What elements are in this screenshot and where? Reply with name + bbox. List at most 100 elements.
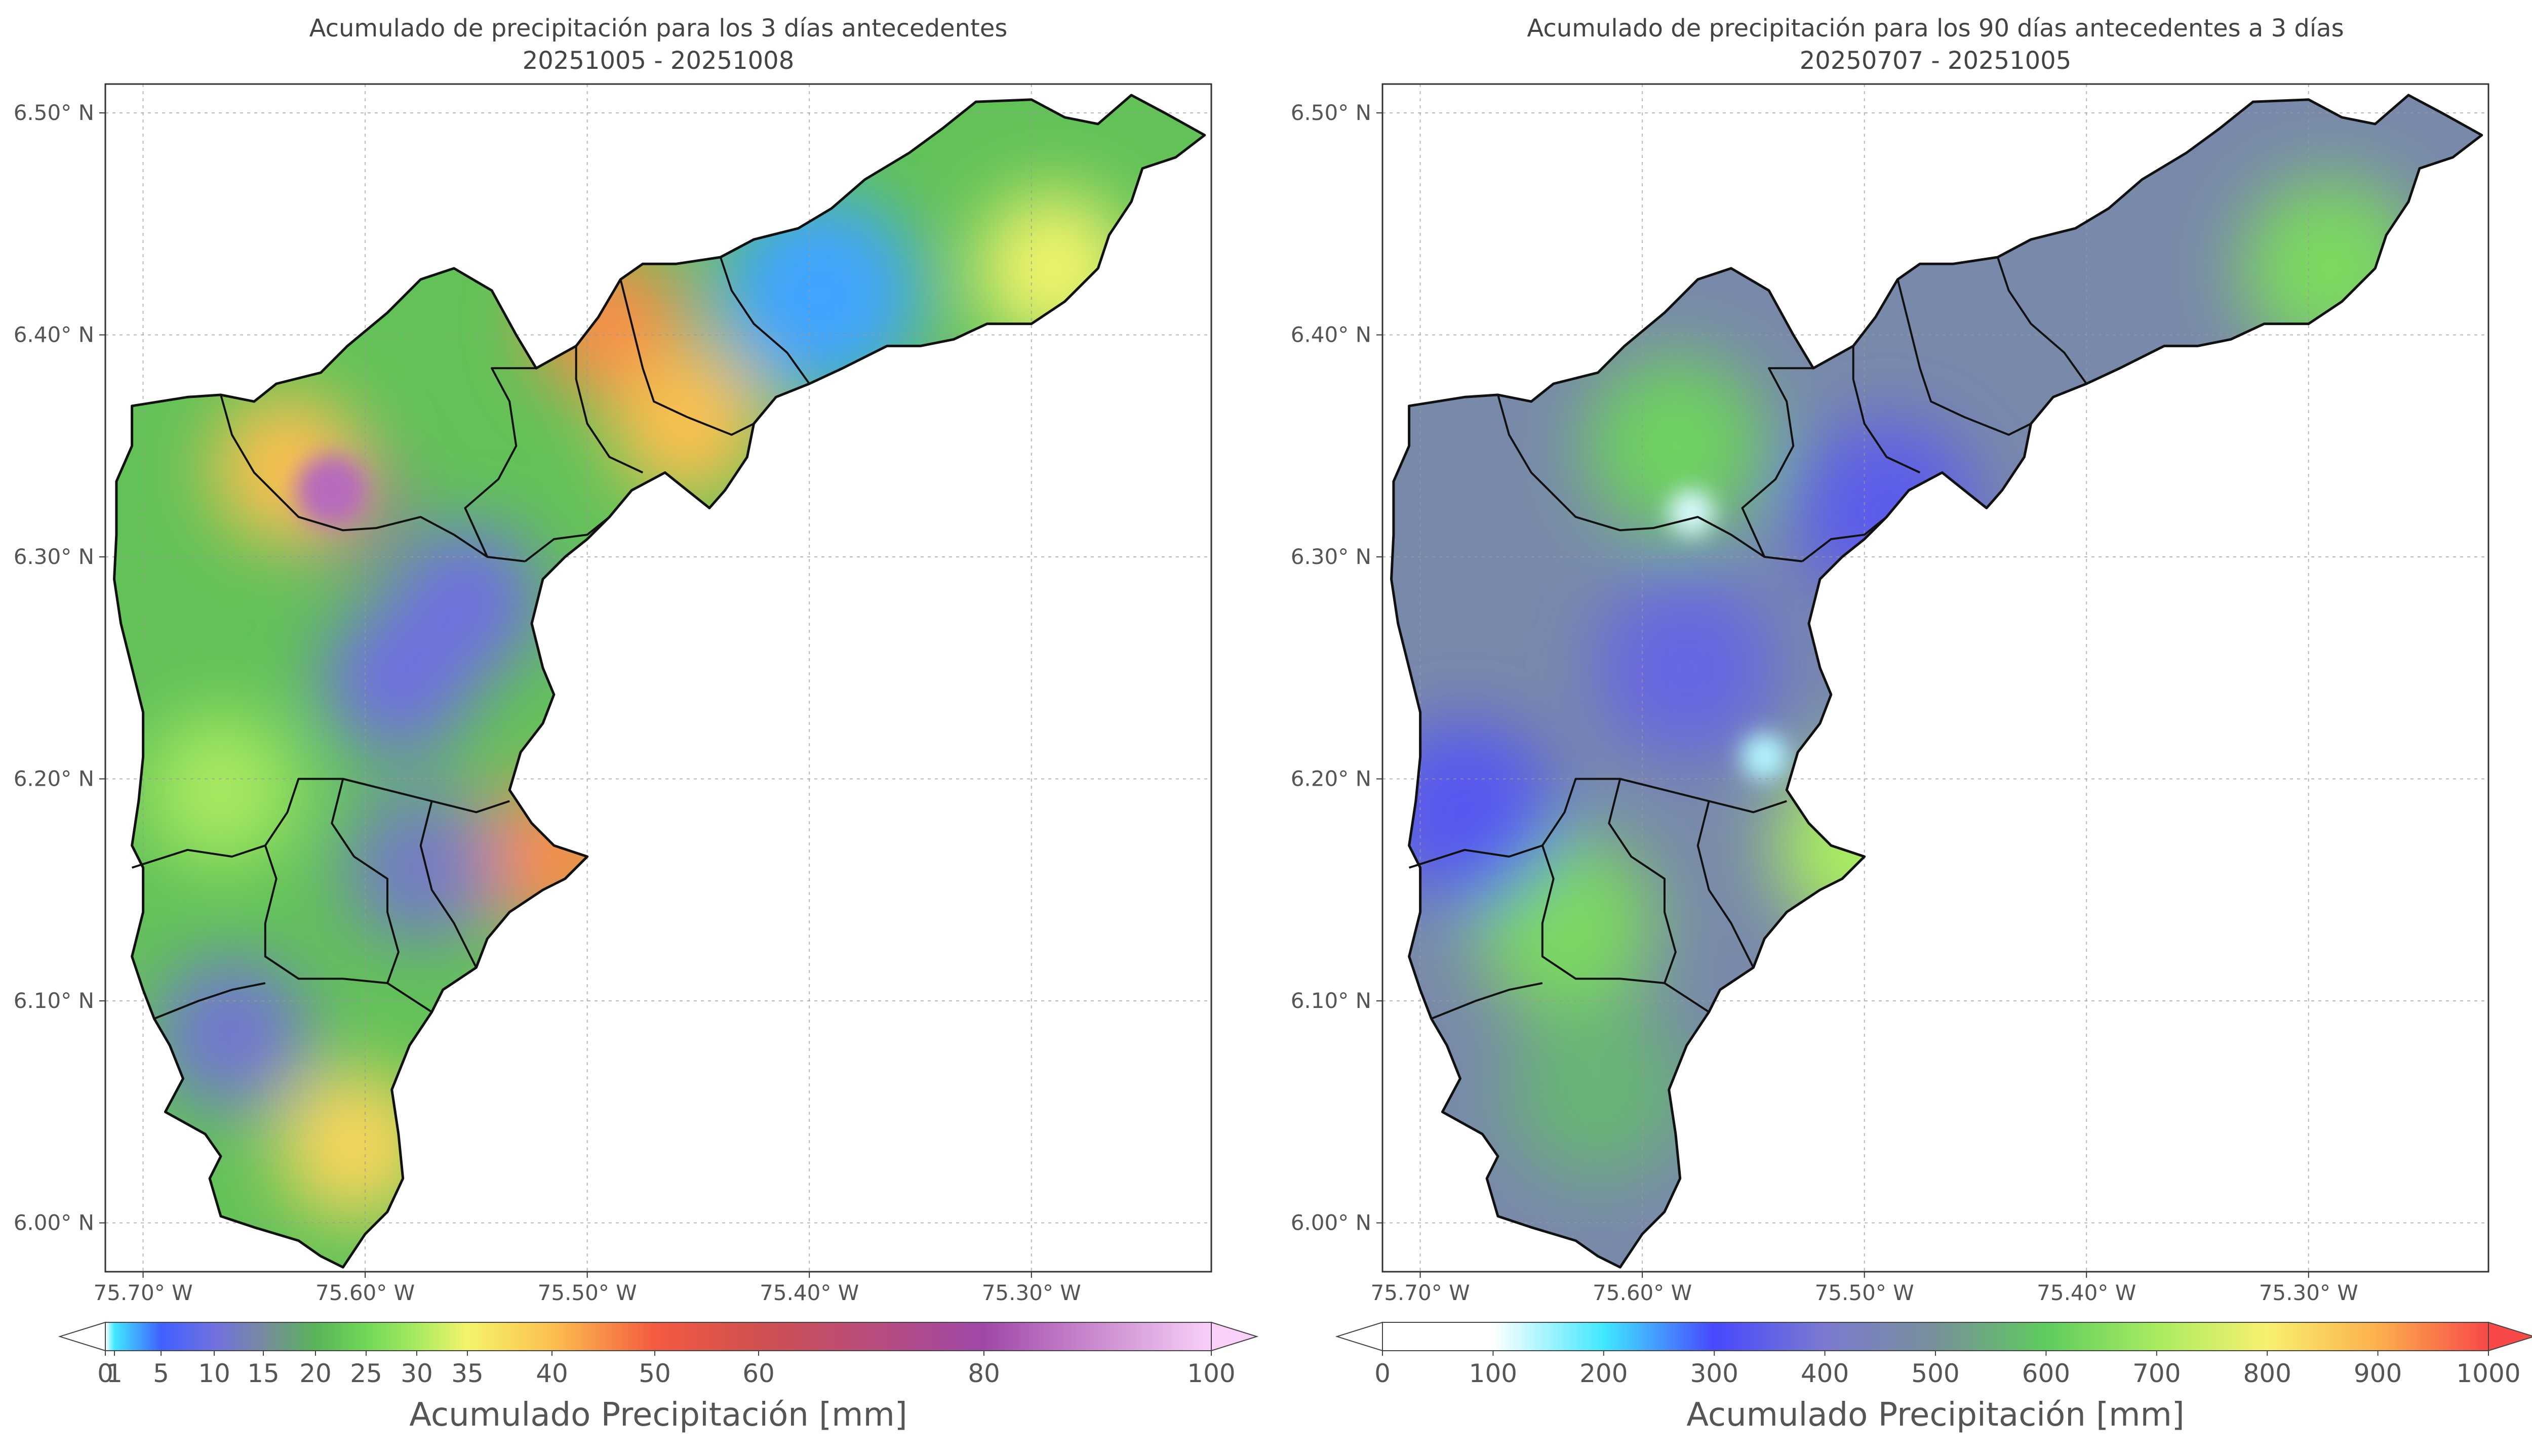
colorbar-extend-max bbox=[2488, 1321, 2532, 1352]
municipal-boundary bbox=[1497, 394, 1803, 562]
municipal-boundary bbox=[1608, 779, 1677, 984]
y-tick-label: 6.20° N bbox=[1291, 766, 1371, 791]
municipal-boundary bbox=[1696, 800, 1755, 968]
colorbar-tick-label: 50 bbox=[639, 1359, 671, 1388]
colorbar-tick-label: 30 bbox=[401, 1359, 433, 1388]
field-hotspot bbox=[322, 603, 474, 755]
x-tick-label: 75.40° W bbox=[2037, 1280, 2136, 1305]
colorbar-gradient bbox=[105, 1322, 1211, 1351]
municipal-boundaries bbox=[1408, 257, 2087, 1020]
municipal-boundary bbox=[264, 845, 432, 1013]
y-tick-label: 6.40° N bbox=[1291, 322, 1371, 347]
y-tick-label: 6.30° N bbox=[14, 544, 94, 569]
municipal-boundary bbox=[131, 778, 510, 869]
colorbar-tick-label: 60 bbox=[742, 1359, 775, 1388]
colorbar-tick-label: 15 bbox=[247, 1359, 280, 1388]
field-base bbox=[114, 95, 1205, 1268]
field-hotspot bbox=[1668, 490, 1714, 536]
map-subtitle: 20251005 - 20251008 bbox=[523, 47, 794, 75]
municipal-boundary bbox=[1741, 367, 1813, 557]
x-tick-label: 75.40° W bbox=[760, 1280, 859, 1305]
colorbar-tick-label: 40 bbox=[536, 1359, 568, 1388]
y-tick-label: 6.10° N bbox=[14, 988, 94, 1013]
colorbar-gradient bbox=[1382, 1322, 2488, 1351]
field-hotspot bbox=[719, 193, 922, 396]
y-tick-label: 6.50° N bbox=[14, 100, 94, 125]
y-tick-label: 6.20° N bbox=[14, 766, 94, 791]
colorbar-tick-label: 1000 bbox=[2456, 1359, 2520, 1388]
municipal-boundary bbox=[464, 367, 536, 557]
field-hotspot bbox=[1584, 354, 1767, 537]
left-map-figure: Acumulado de precipitación para los 3 dí… bbox=[14, 14, 1259, 1434]
y-tick-label: 6.00° N bbox=[14, 1210, 94, 1235]
gridlines bbox=[1382, 84, 2488, 1272]
colorbar-tick-label: 600 bbox=[2022, 1359, 2070, 1388]
municipal-boundaries bbox=[131, 257, 810, 1020]
y-tick-label: 6.30° N bbox=[1291, 544, 1371, 569]
y-tick-label: 6.00° N bbox=[1291, 1210, 1371, 1235]
colorbar-tick-label: 1 bbox=[106, 1359, 123, 1388]
colorbar-label: Acumulado Precipitación [mm] bbox=[409, 1396, 907, 1434]
municipal-boundary bbox=[1541, 845, 1710, 1013]
colorbar-extend-min bbox=[1335, 1321, 1383, 1352]
left-map-panel: Acumulado de precipitación para los 3 dí… bbox=[14, 14, 1259, 1434]
plot-frame bbox=[104, 83, 1212, 1273]
municipal-boundary bbox=[1996, 257, 2087, 385]
municipal-boundary bbox=[1431, 982, 1543, 1020]
colorbar-tick-label: 80 bbox=[968, 1359, 1000, 1388]
map-title: Acumulado de precipitación para los 90 d… bbox=[1527, 14, 2344, 43]
x-tick-label: 75.60° W bbox=[1593, 1280, 1692, 1305]
x-tick-label: 75.70° W bbox=[1370, 1280, 1470, 1305]
municipal-boundary bbox=[1801, 516, 1887, 562]
field-hotspot-core bbox=[296, 455, 368, 526]
map-subtitle: 20250707 - 20251005 bbox=[1800, 47, 2071, 75]
y-tick-label: 6.40° N bbox=[14, 322, 94, 347]
municipal-boundary bbox=[419, 800, 478, 968]
region-outline bbox=[1390, 94, 2483, 1269]
x-tick-label: 75.30° W bbox=[2259, 1280, 2358, 1305]
colorbar-tick-label: 10 bbox=[198, 1359, 230, 1388]
colorbar-tick-label: 200 bbox=[1579, 1359, 1628, 1388]
municipal-boundary bbox=[331, 779, 400, 984]
map-title: Acumulado de precipitación para los 3 dí… bbox=[309, 14, 1008, 43]
colorbar-tick-label: 100 bbox=[1469, 1359, 1517, 1388]
field-hotspot bbox=[1507, 998, 1689, 1181]
colorbar-tick-label: 25 bbox=[350, 1359, 382, 1388]
municipal-boundary bbox=[153, 982, 266, 1020]
colorbar-tick-label: 400 bbox=[1801, 1359, 1849, 1388]
field-hotspot bbox=[156, 958, 308, 1110]
x-tick-label: 75.50° W bbox=[1815, 1280, 1914, 1305]
region-outline bbox=[113, 94, 1206, 1269]
gridlines bbox=[105, 84, 1211, 1272]
colorbar-extend-max bbox=[1211, 1321, 1259, 1352]
colorbar: 0 100 200 300 400 500 600 700 800 900 1000 Acumulad… bbox=[1335, 1321, 2532, 1434]
municipal-boundary bbox=[619, 279, 755, 436]
x-tick-label: 75.60° W bbox=[315, 1280, 415, 1305]
colorbar-extend-min bbox=[58, 1321, 106, 1352]
colorbar-tick-label: 800 bbox=[2243, 1359, 2291, 1388]
y-tick-label: 6.10° N bbox=[1291, 988, 1371, 1013]
x-tick-label: 75.70° W bbox=[93, 1280, 192, 1305]
colorbar-tick-label: 700 bbox=[2132, 1359, 2181, 1388]
colorbar-tick-label: 300 bbox=[1690, 1359, 1738, 1388]
colorbar-tick-label: 0 bbox=[1374, 1359, 1391, 1388]
municipal-boundary bbox=[1896, 279, 2032, 436]
field-hotspot bbox=[1742, 734, 1788, 780]
colorbar-tick-label: 100 bbox=[1187, 1359, 1235, 1388]
field-hotspot bbox=[344, 791, 497, 944]
colorbar-label: Acumulado Precipitación [mm] bbox=[1686, 1396, 2185, 1434]
municipal-boundary bbox=[524, 516, 610, 562]
x-tick-label: 75.30° W bbox=[982, 1280, 1081, 1305]
colorbar-tick-label: 20 bbox=[299, 1359, 332, 1388]
municipal-boundary bbox=[1852, 346, 1921, 474]
municipal-boundary bbox=[719, 257, 810, 385]
y-tick-label: 6.50° N bbox=[1291, 100, 1371, 125]
colorbar-tick-label: 35 bbox=[451, 1359, 484, 1388]
field-hotspot bbox=[1595, 577, 1778, 759]
municipal-boundary bbox=[220, 394, 526, 562]
field-hotspot bbox=[145, 714, 297, 866]
plot-frame bbox=[1381, 83, 2489, 1273]
field-hotspot bbox=[278, 1069, 430, 1222]
municipal-boundary bbox=[1408, 778, 1787, 869]
